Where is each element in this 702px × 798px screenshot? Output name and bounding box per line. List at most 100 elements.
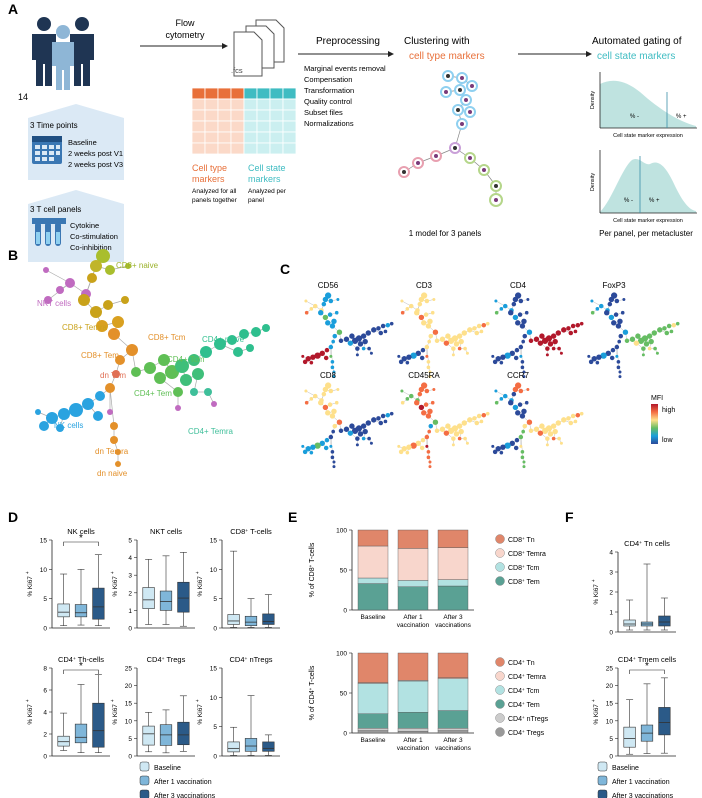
tree-node xyxy=(424,344,430,350)
tree-node xyxy=(428,423,434,429)
tree-node xyxy=(518,344,524,350)
tree-node xyxy=(251,327,261,337)
tree-node xyxy=(509,350,515,356)
grid-cell xyxy=(256,98,271,111)
tree-node xyxy=(105,383,115,393)
marker-tree xyxy=(491,292,584,379)
tree-node xyxy=(499,397,504,401)
preprocessing-step: Subset files xyxy=(304,108,343,117)
density-minus: % - xyxy=(624,198,633,204)
tree-node xyxy=(428,460,432,464)
tree-node xyxy=(418,386,425,393)
grid-cell xyxy=(230,109,245,122)
tree-node xyxy=(551,436,556,441)
tree-node xyxy=(46,412,58,424)
tree-node xyxy=(96,249,110,263)
tree-node xyxy=(575,412,581,418)
preprocessing-step: Transformation xyxy=(304,86,354,95)
tree-node xyxy=(158,354,170,366)
grid-cell xyxy=(256,120,271,133)
tree-node xyxy=(397,354,401,358)
tree-node xyxy=(423,402,429,407)
significance-star: * xyxy=(645,661,649,672)
legend-label: CD4+ Temra xyxy=(508,673,546,682)
grid-cell xyxy=(282,142,297,155)
tree-node xyxy=(458,428,464,435)
tree-node xyxy=(336,387,340,391)
legend-label: After 3 vaccinations xyxy=(612,793,674,798)
tree-node xyxy=(355,335,363,342)
tree-node xyxy=(545,346,550,351)
density-plus: % + xyxy=(676,114,687,120)
tree-node xyxy=(500,354,506,360)
tree-node xyxy=(675,321,680,326)
tree-node xyxy=(568,420,574,426)
tree-node xyxy=(304,310,309,315)
tree-node xyxy=(369,441,373,445)
marker-title: CCR7 xyxy=(507,371,529,380)
tree-node-core xyxy=(494,184,498,188)
tree-node xyxy=(56,424,64,432)
tree-node xyxy=(361,436,366,441)
density-minus: % - xyxy=(630,114,639,120)
tree-node xyxy=(323,445,329,451)
tree-node xyxy=(551,346,556,351)
tree-node xyxy=(43,267,49,273)
tree-node xyxy=(304,299,308,303)
y-axis-label: % Ki67 + xyxy=(25,699,34,724)
tree-node xyxy=(115,355,125,365)
tree-node xyxy=(103,300,113,310)
y-tick-label: 4 xyxy=(128,555,132,562)
tree-node xyxy=(595,307,600,311)
tree-node xyxy=(328,434,334,440)
tree-node xyxy=(545,436,550,441)
box xyxy=(244,615,258,626)
x-tick-label: vaccinations xyxy=(435,622,472,629)
tree-node xyxy=(517,312,523,317)
grid-cell xyxy=(191,142,206,155)
tree-node xyxy=(457,346,462,351)
tree-node xyxy=(461,420,467,426)
tree-node xyxy=(557,436,561,441)
y-tick-label: 2 xyxy=(43,732,47,739)
tree-node xyxy=(512,314,519,321)
tree-node xyxy=(451,425,459,432)
tree-node-core xyxy=(468,110,472,114)
stacked-bar-segment xyxy=(397,586,429,611)
clustering-caption: 1 model for 3 panels xyxy=(409,229,482,238)
tree-node xyxy=(427,429,432,434)
tree-edge xyxy=(520,347,523,362)
y-tick-label: 20 xyxy=(606,683,614,690)
tree-node xyxy=(545,353,549,357)
tree-edge xyxy=(520,437,523,452)
legend-label: CD4+ nTregs xyxy=(508,715,549,724)
y-axis-label: % Ki67 + xyxy=(591,699,600,724)
mfi-legend: MFI high low xyxy=(651,395,675,444)
grid-cell xyxy=(230,120,245,133)
y-tick-label: 0 xyxy=(609,630,613,637)
tree-node xyxy=(451,346,456,351)
box xyxy=(159,590,173,611)
tree-node xyxy=(512,386,519,393)
legend-swatch xyxy=(597,775,608,786)
test-tubes-icon xyxy=(32,218,66,246)
tree-label-cd8-tem: CD8+ Tem xyxy=(81,351,119,360)
legend-label: After 3 vaccinations xyxy=(154,793,216,798)
y-tick-label: 5 xyxy=(213,596,217,603)
grid-cell xyxy=(204,131,219,144)
density-x-label: Cell state marker expression xyxy=(613,133,683,139)
tree-node xyxy=(591,356,597,362)
y-tick-label: 10 xyxy=(606,718,614,725)
stacked-bar-segment xyxy=(437,710,469,729)
tree-node xyxy=(614,298,620,304)
tree-node xyxy=(325,410,331,416)
tree-node xyxy=(410,442,417,449)
tree-node-core xyxy=(470,84,474,88)
tree-node xyxy=(334,400,339,405)
timepoints-title: 3 Time points xyxy=(30,121,78,130)
marker-grid xyxy=(191,87,297,155)
x-tick-label: vaccinations xyxy=(435,745,472,752)
tree-node xyxy=(321,301,327,307)
tree-node xyxy=(314,442,321,449)
clustering-title: Clustering with xyxy=(404,36,470,47)
